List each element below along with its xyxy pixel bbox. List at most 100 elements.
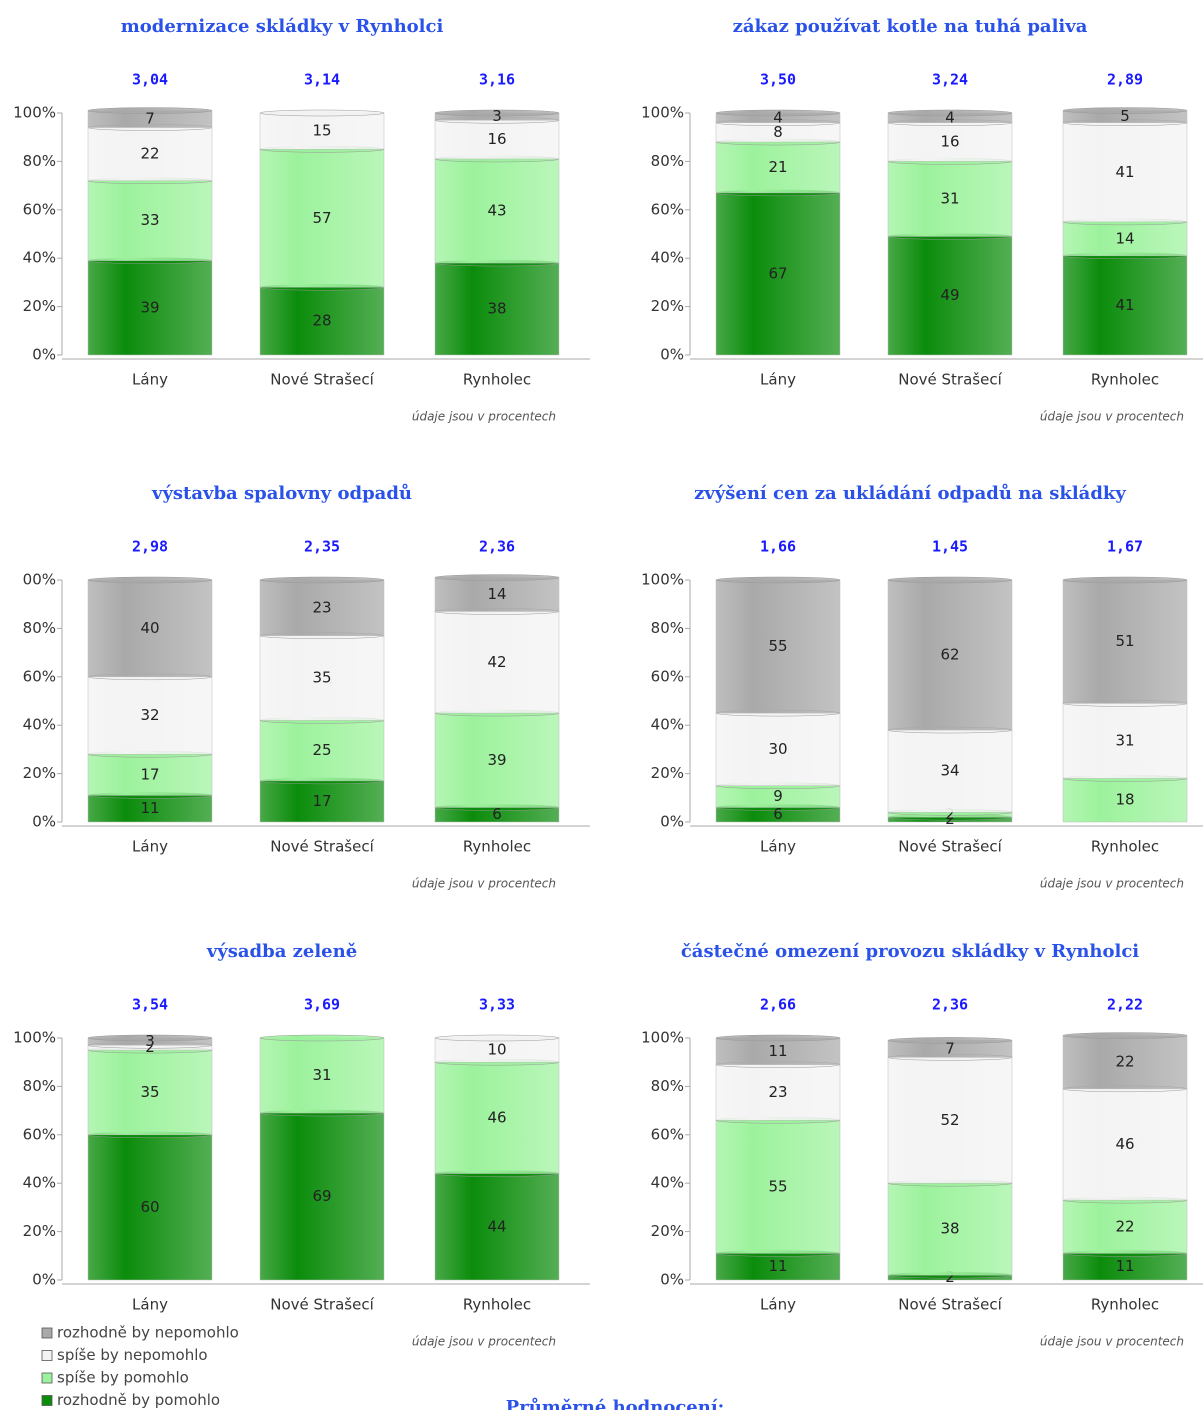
value-label: 51 bbox=[1115, 632, 1134, 650]
bar-segment bbox=[259, 149, 385, 288]
y-tick-label: 60% bbox=[651, 1125, 684, 1143]
segment-edge bbox=[715, 1034, 841, 1042]
y-tick-label: 40% bbox=[651, 1174, 684, 1192]
y-tick-label: 100% bbox=[641, 104, 684, 122]
value-label: 32 bbox=[140, 706, 159, 724]
y-tick-label: 60% bbox=[23, 1125, 56, 1143]
bar-segment bbox=[259, 579, 385, 636]
bar-segment bbox=[887, 729, 1013, 813]
bar-segment bbox=[259, 635, 385, 721]
value-label: 11 bbox=[768, 1257, 787, 1275]
value-label: 28 bbox=[312, 312, 331, 330]
value-label: 41 bbox=[1115, 296, 1134, 314]
note: údaje jsou v procentech bbox=[1040, 410, 1184, 424]
value-label: 55 bbox=[768, 637, 787, 655]
value-label: 69 bbox=[312, 1187, 331, 1205]
value-label: 31 bbox=[1115, 731, 1134, 749]
value-label: 11 bbox=[140, 799, 159, 817]
y-tick-label: 40% bbox=[23, 249, 56, 267]
mean-label: 1,67 bbox=[1107, 538, 1143, 556]
y-tick-label: 40% bbox=[23, 716, 56, 734]
mean-label: 2,22 bbox=[1107, 996, 1143, 1014]
y-tick-label: 40% bbox=[651, 249, 684, 267]
bar-segment bbox=[259, 780, 385, 823]
segment-edge bbox=[715, 576, 841, 584]
bar-segment bbox=[259, 112, 385, 150]
value-label: 31 bbox=[312, 1066, 331, 1084]
bar-segment bbox=[1062, 1088, 1188, 1201]
mean-label: 3,04 bbox=[132, 71, 168, 89]
x-tick-label: Rynholec bbox=[463, 838, 531, 856]
value-label: 25 bbox=[312, 741, 331, 759]
note: údaje jsou v procentech bbox=[412, 410, 556, 424]
value-label: 46 bbox=[1115, 1135, 1134, 1153]
value-label: 18 bbox=[1115, 791, 1134, 809]
value-label: 40 bbox=[140, 619, 159, 637]
bar-segment bbox=[434, 712, 560, 808]
footer: Průměrné hodnocení: bbox=[506, 1396, 725, 1410]
bar-segment bbox=[1062, 703, 1188, 779]
value-label: 4 bbox=[773, 108, 783, 126]
bar-segment bbox=[715, 192, 841, 356]
legend-swatch bbox=[41, 1395, 53, 1406]
y-tick-label: 80% bbox=[651, 152, 684, 170]
value-label: 6 bbox=[773, 805, 783, 823]
bar-segment bbox=[434, 577, 560, 612]
x-tick-label: Nové Strašecí bbox=[898, 838, 1002, 856]
segment-edge bbox=[1062, 107, 1188, 114]
value-label: 42 bbox=[487, 653, 506, 671]
x-tick-label: Lány bbox=[760, 838, 796, 856]
value-label: 4 bbox=[945, 108, 955, 126]
mean-label: 3,16 bbox=[479, 71, 515, 89]
value-label: 55 bbox=[768, 1177, 787, 1195]
value-label: 35 bbox=[312, 669, 331, 687]
bar-segment bbox=[259, 286, 385, 356]
y-tick-label: 0% bbox=[32, 346, 56, 364]
chart-title: zvýšení cen za ukládání odpadů na skládk… bbox=[694, 482, 1126, 504]
y-tick-label: 0% bbox=[660, 346, 684, 364]
x-tick-label: Rynholec bbox=[463, 1296, 531, 1314]
legend-label: spíše by pomohlo bbox=[57, 1369, 189, 1387]
y-tick-label: 80% bbox=[23, 152, 56, 170]
y-tick-label: 80% bbox=[651, 619, 684, 637]
note: údaje jsou v procentech bbox=[1040, 877, 1184, 891]
y-tick-label: 0% bbox=[660, 813, 684, 831]
mean-label: 3,50 bbox=[760, 71, 796, 89]
value-label: 7 bbox=[945, 1039, 955, 1057]
legend-swatch bbox=[41, 1350, 53, 1361]
y-tick-label: 80% bbox=[23, 619, 56, 637]
legend-swatch bbox=[41, 1327, 53, 1339]
value-label: 31 bbox=[940, 189, 959, 207]
bar-segment bbox=[434, 1037, 560, 1063]
value-label: 17 bbox=[312, 792, 331, 810]
y-tick-label: 20% bbox=[23, 1222, 56, 1240]
value-label: 2 bbox=[145, 1038, 155, 1056]
value-label: 17 bbox=[140, 765, 159, 783]
value-label: 2 bbox=[945, 1268, 955, 1286]
mean-label: 3,14 bbox=[304, 71, 340, 89]
value-label: 7 bbox=[145, 110, 155, 128]
mean-label: 2,66 bbox=[760, 996, 796, 1014]
bar-segment bbox=[715, 141, 841, 194]
mean-label: 2,89 bbox=[1107, 71, 1143, 89]
mean-label: 3,54 bbox=[132, 996, 168, 1014]
bar-segment bbox=[715, 1037, 841, 1065]
bar-segment bbox=[87, 260, 213, 356]
x-tick-label: Rynholec bbox=[1091, 1296, 1159, 1314]
value-label: 60 bbox=[140, 1198, 159, 1216]
mean-label: 1,66 bbox=[760, 538, 796, 556]
legend-label: spíše by nepomohlo bbox=[57, 1346, 208, 1364]
x-tick-label: Nové Strašecí bbox=[898, 1296, 1002, 1314]
segment-edge bbox=[87, 1034, 213, 1042]
y-tick-label: 60% bbox=[651, 667, 684, 685]
y-tick-label: 40% bbox=[651, 716, 684, 734]
x-tick-label: Rynholec bbox=[1091, 371, 1159, 389]
value-label: 16 bbox=[487, 130, 506, 148]
value-label: 43 bbox=[487, 202, 506, 220]
bar-segment bbox=[1062, 778, 1188, 823]
value-label: 3 bbox=[492, 107, 502, 125]
value-label: 23 bbox=[768, 1083, 787, 1101]
bar-segment bbox=[87, 753, 213, 796]
value-label: 46 bbox=[487, 1108, 506, 1126]
